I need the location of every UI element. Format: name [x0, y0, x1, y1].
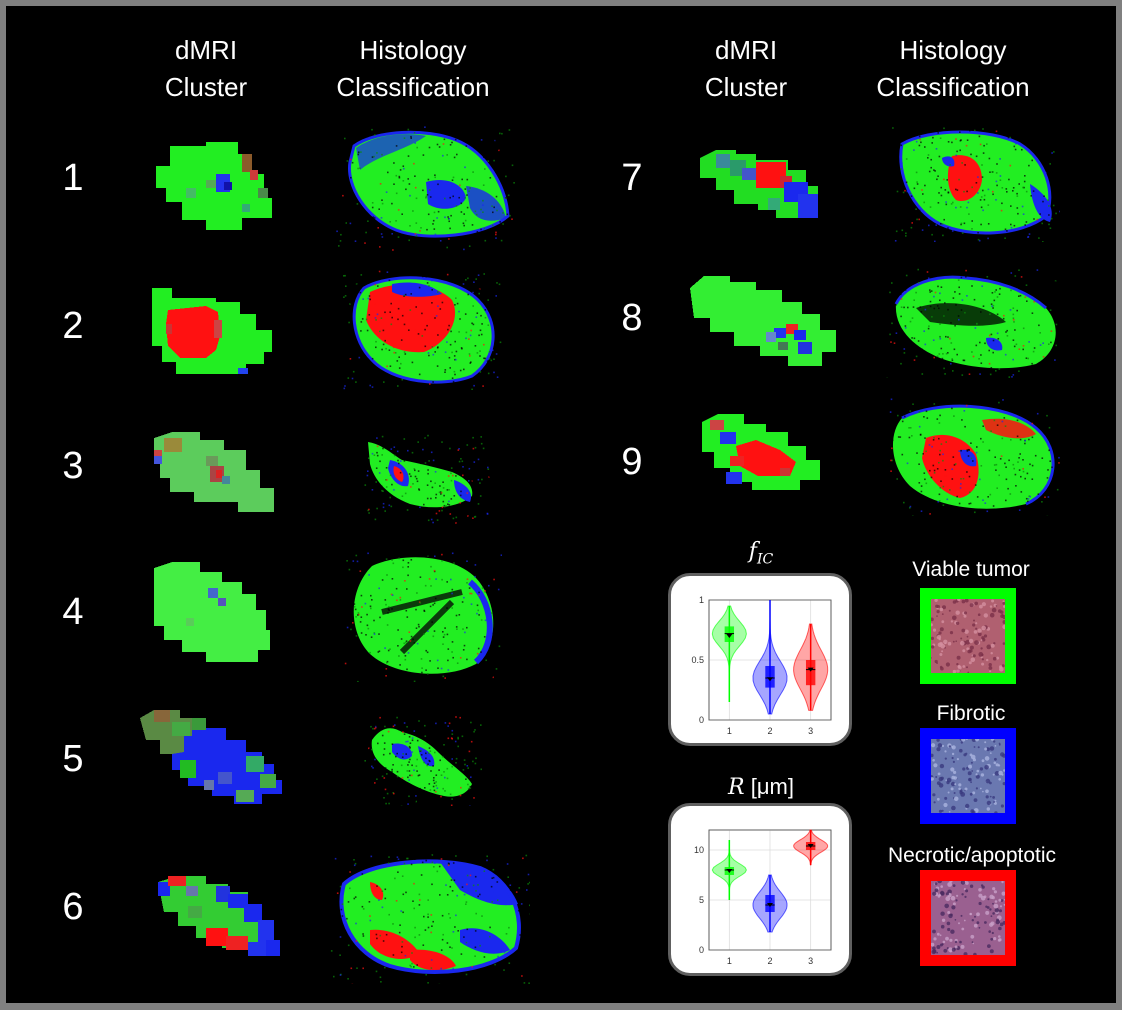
mean-marker-1 [726, 634, 733, 638]
dmri-header-right: dMRI Cluster [704, 35, 788, 102]
histology-map-6 [330, 854, 530, 984]
histology-map-3 [362, 434, 492, 524]
sample-number-4: 4 [62, 591, 84, 633]
r-violin-panel: 0 5 10 1 2 3 [668, 803, 852, 976]
histology-header-left: Histology Classification [336, 35, 490, 102]
sample-number-9: 9 [621, 441, 643, 483]
histology-map-8 [886, 268, 1066, 378]
sample-number-6: 6 [62, 886, 84, 928]
histology-map-9 [886, 398, 1066, 516]
dmri-cluster-map-6 [152, 872, 286, 964]
mean-marker-2 [767, 903, 773, 907]
histology-header-right: Histology Classification [876, 35, 1030, 102]
sample-number-3: 3 [62, 445, 84, 487]
histology-map-4 [342, 552, 502, 682]
fic-violin-panel: 0 0.5 1 1 2 3 [668, 573, 852, 746]
x-tick-label: 3 [808, 726, 813, 736]
mean-marker-1 [726, 869, 733, 873]
y-tick-label: 0.5 [691, 655, 704, 665]
y-tick-label: 1 [699, 595, 704, 605]
dmri-cluster-map-1 [146, 134, 276, 234]
histology-map-7 [890, 124, 1060, 242]
mean-marker-3 [807, 844, 814, 848]
dmri-cluster-map-4 [146, 558, 276, 678]
r-plot-title: R [μm] [728, 774, 794, 800]
y-tick-label: 10 [694, 845, 704, 855]
r-violin-chart: 0 5 10 1 2 3 [694, 829, 832, 966]
x-tick-label: 3 [808, 956, 813, 966]
dmri-cluster-map-8 [686, 268, 842, 378]
figure-frame: dMRI Cluster Histology Classification dMRI… [6, 6, 1116, 1003]
dmri-cluster-map-2 [146, 280, 276, 380]
histology-map-1 [336, 126, 516, 251]
sample-number-7: 7 [621, 157, 643, 199]
iqr-box-2 [765, 666, 775, 688]
x-tick-label: 1 [727, 956, 732, 966]
dmri-header-left: dMRI Cluster [164, 35, 248, 102]
legend-necrotic-swatch [920, 870, 1016, 966]
sample-number-1: 1 [62, 157, 84, 199]
mean-marker-2 [767, 677, 773, 682]
fic-violin-chart: 0 0.5 1 1 2 3 [691, 595, 832, 736]
mean-marker-3 [807, 667, 814, 672]
histology-map-5 [362, 716, 482, 806]
dmri-cluster-map-9 [696, 410, 830, 504]
legend-fibrotic-label: Fibrotic [936, 702, 1006, 725]
legend-viable-label: Viable tumor [912, 558, 1030, 581]
sample-number-2: 2 [62, 305, 84, 347]
y-tick-label: 5 [699, 895, 704, 905]
x-tick-label: 2 [767, 726, 772, 736]
sample-number-5: 5 [62, 738, 84, 780]
x-tick-label: 2 [767, 956, 772, 966]
legend-fibrotic-swatch [920, 728, 1016, 824]
legend-viable-swatch [920, 588, 1016, 684]
y-tick-label: 0 [699, 945, 704, 955]
sample-number-8: 8 [621, 297, 643, 339]
histology-map-2 [342, 270, 502, 390]
dmri-cluster-map-7 [696, 146, 826, 226]
fic-plot-title: fIC [748, 539, 774, 568]
y-tick-label: 0 [699, 715, 704, 725]
x-tick-label: 1 [727, 726, 732, 736]
dmri-cluster-map-3 [146, 426, 276, 526]
iqr-box-3 [805, 660, 816, 686]
dmri-cluster-map-5 [136, 700, 288, 810]
legend-necrotic-label: Necrotic/apoptotic [887, 844, 1057, 867]
